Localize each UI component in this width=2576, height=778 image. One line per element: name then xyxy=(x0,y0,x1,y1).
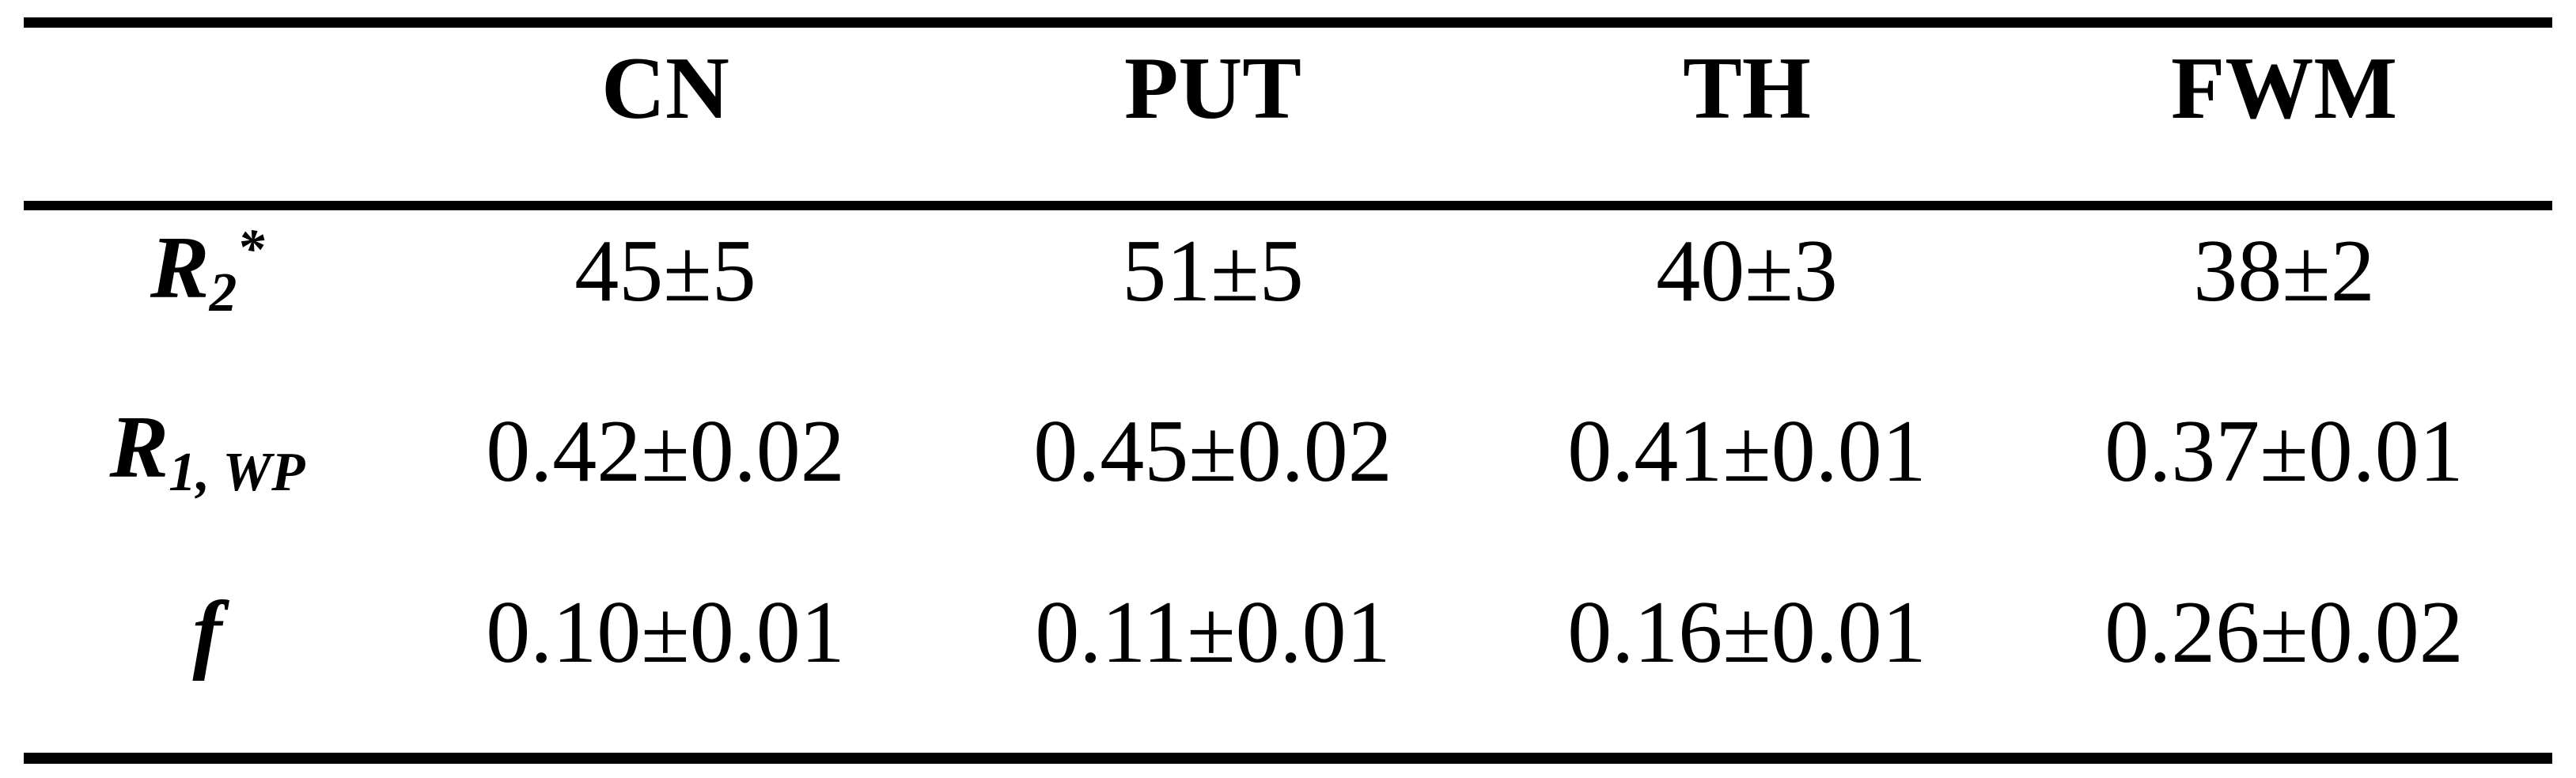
table-cell: 0.11±0.01 xyxy=(1035,584,1391,682)
column-header: CN xyxy=(601,40,729,138)
label-subscript: 2 xyxy=(209,262,237,324)
table-cell: 40±3 xyxy=(1656,222,1838,320)
column-header: PUT xyxy=(1124,40,1301,138)
table-cell: 45±5 xyxy=(574,222,756,320)
row-label: f xyxy=(192,588,222,677)
header-rule xyxy=(24,201,2552,210)
label-base: R xyxy=(150,218,210,317)
table-cell: 0.42±0.02 xyxy=(486,402,845,500)
bottom-rule xyxy=(24,753,2552,764)
row-label: R2* xyxy=(150,218,265,324)
label-subscript: 1, WP xyxy=(169,441,305,503)
table-cell: 0.16±0.01 xyxy=(1567,584,1926,682)
table-cell: 0.37±0.01 xyxy=(2104,402,2464,500)
table-cell: 0.26±0.02 xyxy=(2104,584,2464,682)
table-cell: 38±2 xyxy=(2193,222,2375,320)
table-cell: 0.45±0.02 xyxy=(1033,402,1392,500)
table-cell: 0.41±0.01 xyxy=(1567,402,1926,500)
column-header: FWM xyxy=(2170,40,2398,138)
table-cell: 51±5 xyxy=(1122,222,1304,320)
table-cell: 0.10±0.01 xyxy=(486,584,845,682)
label-base: f xyxy=(192,584,222,682)
column-header: TH xyxy=(1683,40,1811,138)
label-base: R xyxy=(109,398,169,497)
label-superscript: * xyxy=(237,218,265,280)
row-label: R1, WP xyxy=(109,403,305,500)
top-rule xyxy=(24,17,2552,28)
